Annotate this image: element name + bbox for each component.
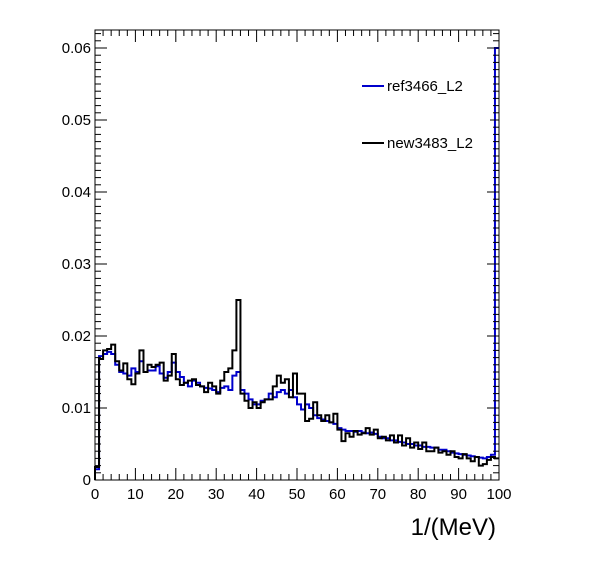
x-tick-label: 80	[410, 486, 427, 503]
x-tick-label: 70	[369, 486, 386, 503]
x-tick-label: 60	[329, 486, 346, 503]
x-tick-label: 30	[208, 486, 225, 503]
legend: ref3466_L2 new3483_L2	[357, 70, 490, 170]
y-tick-label: 0.01	[62, 400, 91, 417]
tick-labels: 0 10 20 30 40 50 60 70 80 90 100 0 0.01 0.02 0.03 0.04 0…	[62, 40, 512, 503]
x-axis-title: 1/(MeV)	[411, 514, 496, 541]
x-tick-label: 90	[450, 486, 467, 503]
axis-ticks	[94, 30, 500, 481]
x-tick-label: 20	[167, 486, 184, 503]
series-line-new	[94, 299, 499, 480]
x-tick-label: 50	[289, 486, 306, 503]
y-tick-label: 0.04	[62, 184, 91, 201]
x-tick-label: 0	[91, 486, 99, 503]
y-tick-label: 0.02	[62, 328, 91, 345]
legend-label-ref: ref3466_L2	[387, 78, 463, 95]
series-layer	[94, 47, 499, 480]
y-tick-label: 0.06	[62, 40, 91, 57]
y-tick-label: 0.05	[62, 112, 91, 129]
x-tick-label: 10	[127, 486, 144, 503]
x-tick-label: 40	[248, 486, 265, 503]
x-tick-label: 100	[486, 486, 511, 503]
legend-label-new: new3483_L2	[387, 135, 473, 152]
y-tick-label: 0	[83, 472, 91, 489]
y-tick-label: 0.03	[62, 256, 91, 273]
